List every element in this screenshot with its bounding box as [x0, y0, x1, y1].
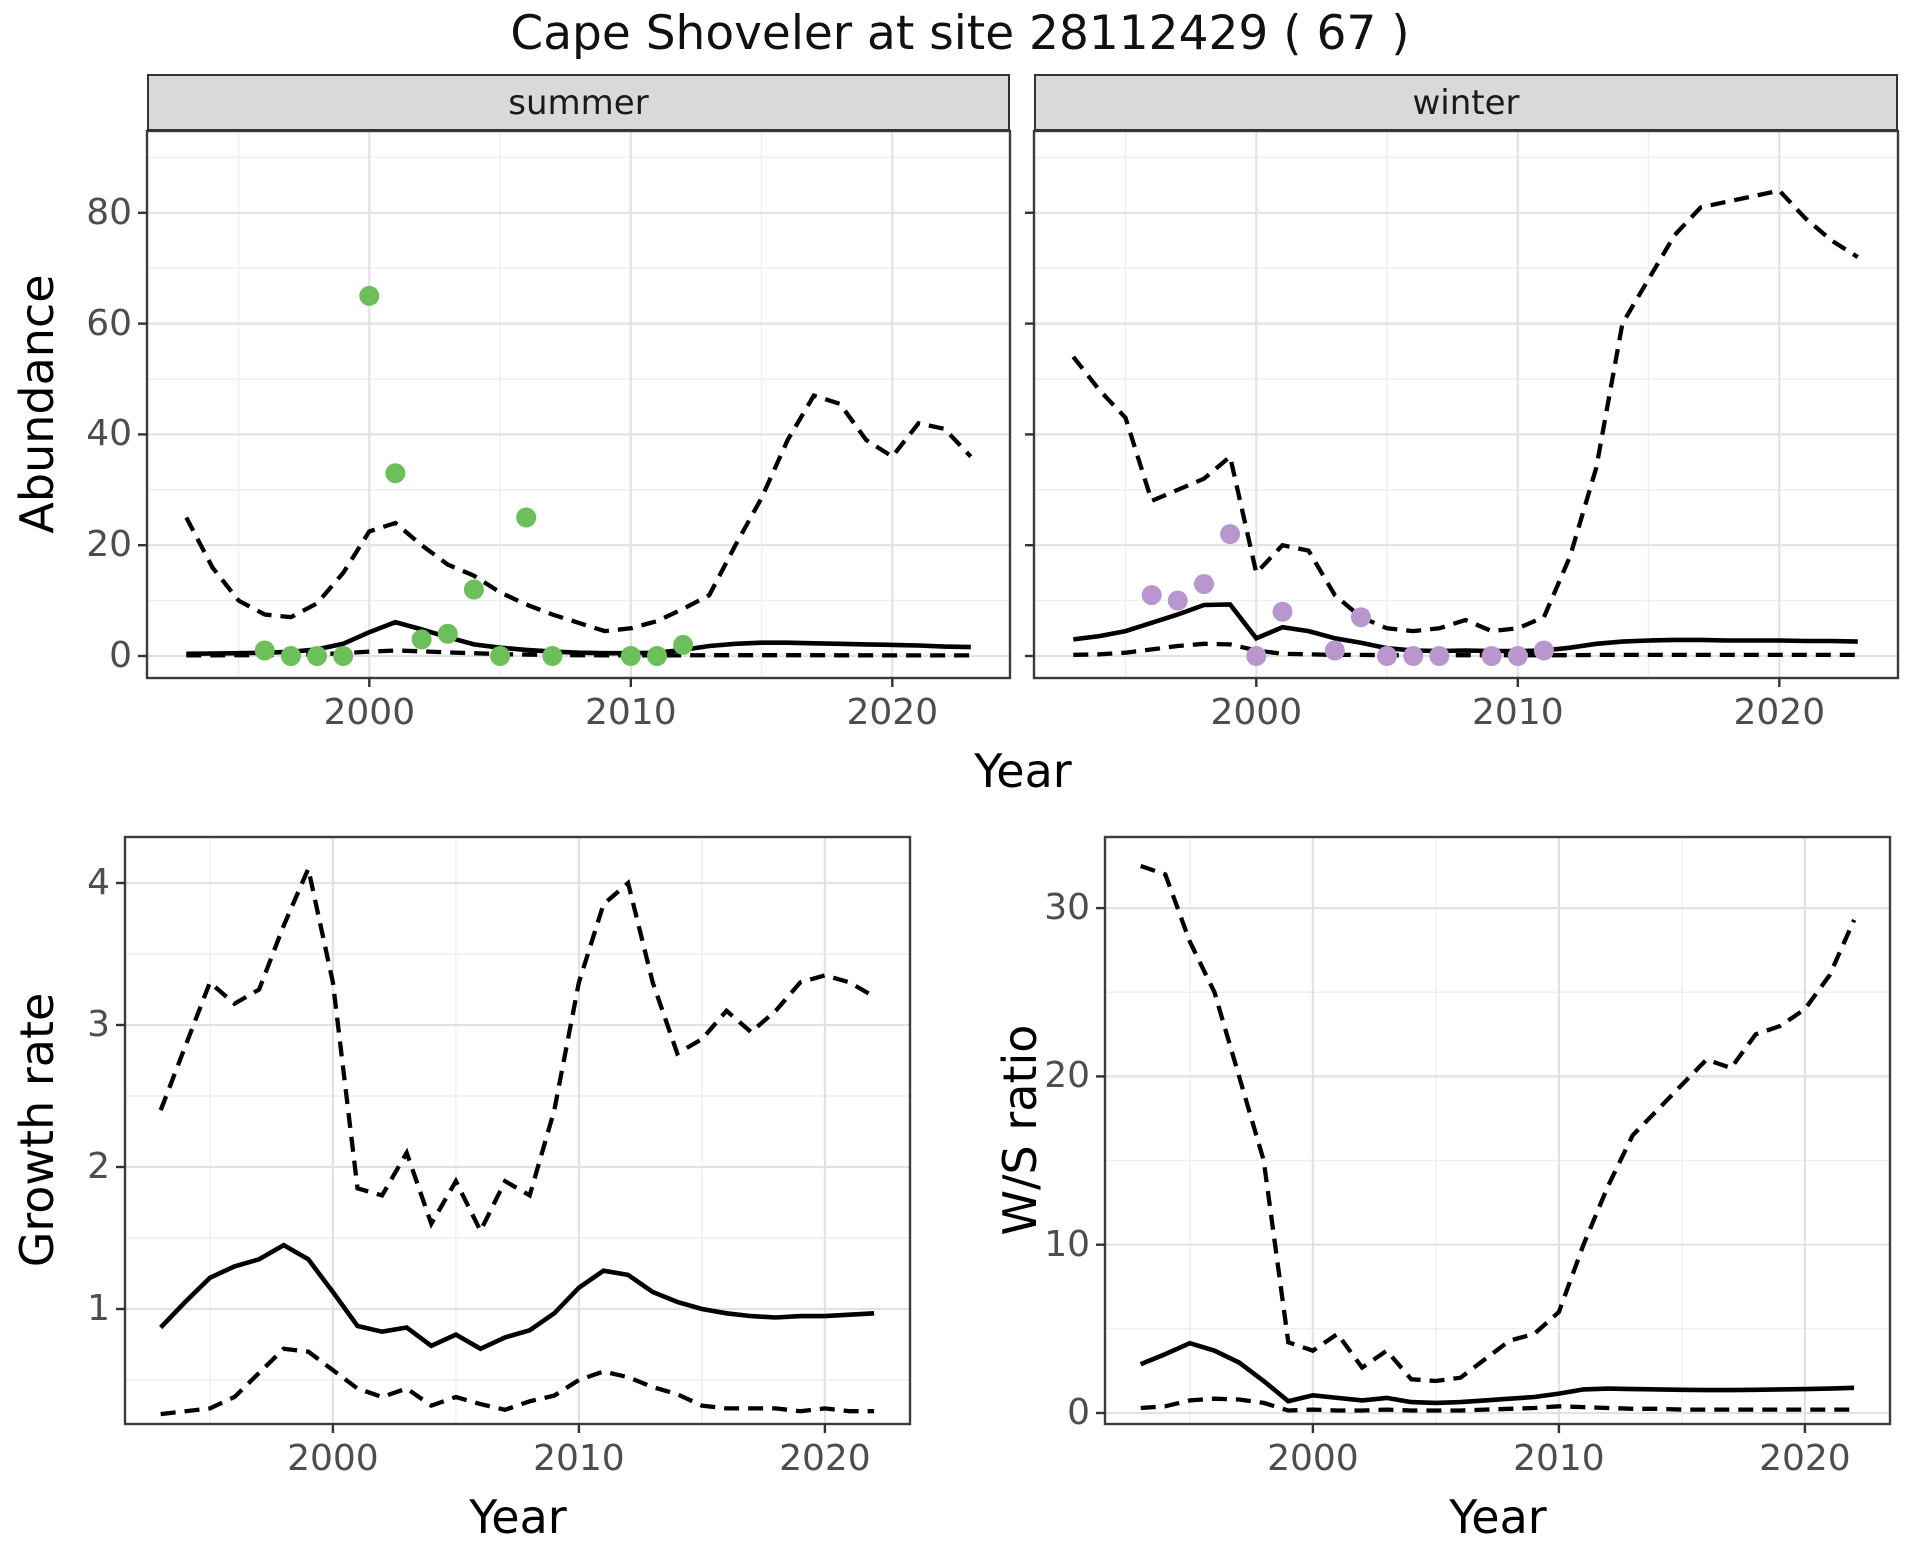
tick-marks-abundance_winter [1025, 211, 1781, 687]
tick-marks-growth_rate [116, 881, 827, 1433]
x-axis-title-ws: Year [1449, 1490, 1547, 1544]
series-lower_ci-growth_rate [160, 1346, 875, 1417]
y-tick-label: 60 [86, 302, 132, 344]
grid-major-growth_rate [125, 837, 910, 1424]
tick-marks-ws_ratio [1096, 906, 1807, 1433]
x-tick-label: 2020 [779, 1438, 871, 1479]
y-tick-label: 20 [1044, 1055, 1090, 1097]
x-tick-label: 2020 [1733, 692, 1826, 733]
facet-strip-summer-label: summer [508, 82, 649, 123]
series-mean-abundance_summer [186, 619, 971, 657]
panel-border-abundance_summer [145, 129, 1012, 680]
grid-major-abundance_summer [147, 131, 1010, 678]
observed-point [1141, 585, 1162, 606]
observed-point [1167, 590, 1188, 611]
facet-strip-winter: winter [1034, 74, 1898, 131]
observed-point [542, 646, 563, 666]
x-tick-label: 2010 [1471, 692, 1564, 733]
observed-point [307, 646, 327, 666]
observed-point [1403, 646, 1424, 666]
y-tick-label: 0 [1067, 1392, 1090, 1433]
grid-minor-growth_rate [125, 837, 910, 1424]
series-lower_ci-abundance_winter [1073, 641, 1858, 658]
observed-point [385, 463, 406, 484]
y-tick-label: 3 [87, 1004, 110, 1045]
panel-border-ws_ratio [1103, 835, 1892, 1426]
observed-point [647, 646, 667, 666]
observed-point [620, 646, 641, 666]
x-tick-label: 2010 [1513, 1438, 1605, 1479]
y-tick-label: 10 [1044, 1223, 1090, 1265]
x-tick-label: 2020 [846, 692, 939, 733]
y-tick-label: 40 [86, 413, 132, 455]
y-tick-label: 0 [109, 635, 132, 676]
x-axis-title-growth: Year [469, 1490, 567, 1544]
grid-minor-abundance_summer [147, 131, 1010, 678]
observed-point [1507, 646, 1528, 666]
tick-marks-abundance_summer [138, 211, 894, 687]
observed-point [254, 640, 275, 661]
observed-point [1194, 574, 1214, 594]
chart-title: Cape Shoveler at site 28112429 ( 67 ) [510, 6, 1410, 61]
observed-point [359, 285, 380, 306]
observed-point [673, 634, 694, 655]
series-upper_ci-abundance_summer [184, 393, 973, 634]
x-tick-label: 2000 [1267, 1438, 1359, 1479]
facet-strip-summer: summer [147, 74, 1010, 131]
observed-point [1429, 646, 1450, 666]
x-axis-title-top: Year [974, 744, 1072, 798]
observed-point [463, 579, 484, 600]
grid-major-abundance_winter [1034, 131, 1898, 678]
x-tick-label: 2000 [323, 692, 416, 733]
x-tick-label: 2000 [287, 1438, 379, 1479]
observed-point [437, 623, 458, 644]
x-tick-label: 2020 [1759, 1438, 1851, 1479]
panel-border-abundance_winter [1032, 129, 1900, 680]
y-tick-label: 30 [1044, 887, 1090, 929]
observed-point [1533, 640, 1554, 661]
y-tick-label: 4 [87, 862, 110, 903]
observed-point [1481, 646, 1502, 666]
observed-point [1220, 524, 1241, 545]
series-upper_ci-growth_rate [158, 861, 876, 1236]
observed-point [333, 646, 354, 666]
series-upper_ci-ws_ratio [1140, 863, 1857, 1384]
observed-point [516, 507, 537, 528]
observed-point [1324, 640, 1345, 661]
x-tick-label: 2000 [1210, 692, 1303, 733]
observed-point [1272, 601, 1293, 622]
observed-point [1377, 646, 1397, 666]
series-mean-abundance_winter [1073, 602, 1858, 654]
y-tick-label: 20 [86, 524, 132, 566]
observed-point [1246, 646, 1267, 666]
panel-border-growth_rate [123, 835, 912, 1426]
points-abundance_winter [1141, 524, 1554, 666]
y-tick-label: 80 [86, 191, 132, 233]
facet-strip-winter-label: winter [1412, 82, 1520, 123]
y-axis-title-growth-rate: Growth rate [10, 992, 64, 1268]
grid-minor-abundance_winter [1034, 131, 1898, 678]
observed-point [411, 629, 432, 650]
y-tick-label: 1 [87, 1288, 110, 1329]
x-tick-label: 2010 [584, 692, 677, 733]
series-upper_ci-abundance_winter [1071, 188, 1859, 634]
points-abundance_summer [254, 285, 694, 666]
series-mean-growth_rate [159, 1242, 875, 1352]
grid-minor-ws_ratio [1105, 837, 1890, 1424]
observed-point [280, 646, 301, 666]
observed-point [1350, 607, 1371, 628]
grid-major-ws_ratio [1105, 837, 1890, 1424]
y-tick-label: 2 [87, 1146, 110, 1187]
observed-point [490, 646, 511, 666]
x-tick-label: 2010 [533, 1438, 625, 1479]
series-mean-ws_ratio [1139, 1340, 1855, 1406]
